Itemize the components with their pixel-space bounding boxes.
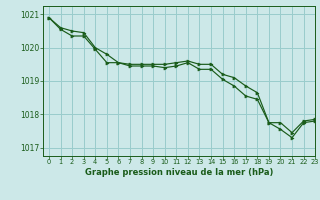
X-axis label: Graphe pression niveau de la mer (hPa): Graphe pression niveau de la mer (hPa) — [85, 168, 273, 177]
